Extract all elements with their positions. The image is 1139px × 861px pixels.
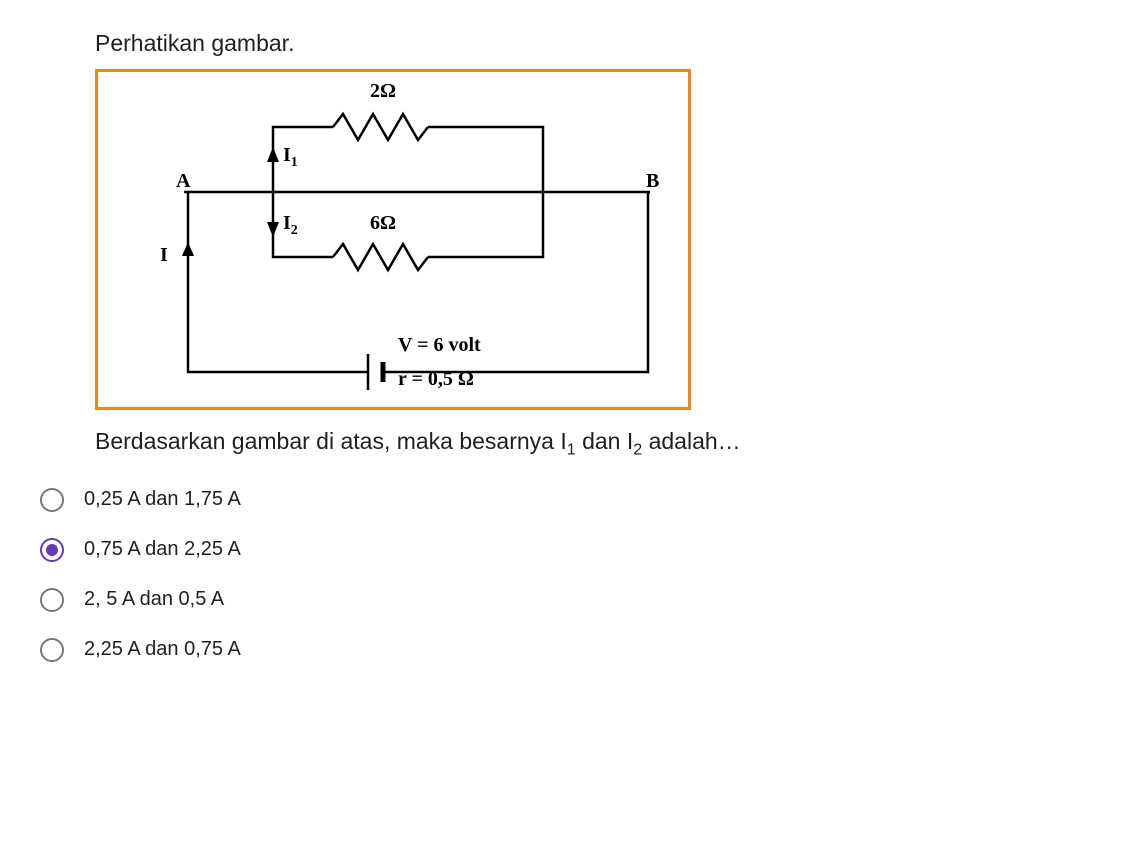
resistor-top-label: 2Ω	[370, 80, 396, 103]
circuit-diagram: 2Ω 6Ω A B I I1 I2 V = 6 volt r = 0,5 Ω	[95, 69, 691, 410]
current-i-label: I	[160, 244, 168, 267]
current-i2-label: I2	[283, 212, 298, 239]
question-text: Berdasarkan gambar di atas, maka besarny…	[95, 428, 1099, 460]
option-label: 2,25 A dan 0,75 A	[84, 638, 241, 661]
radio-button[interactable]	[40, 488, 64, 512]
node-a-label: A	[176, 170, 190, 193]
radio-button[interactable]	[40, 638, 64, 662]
node-b-label: B	[646, 170, 659, 193]
current-i1-label: I1	[283, 144, 298, 171]
radio-button[interactable]	[40, 538, 64, 562]
resistor-bottom-label: 6Ω	[370, 212, 396, 235]
option-label: 2, 5 A dan 0,5 A	[84, 588, 224, 611]
options-group: 0,25 A dan 1,75 A 0,75 A dan 2,25 A 2, 5 A…	[40, 488, 1099, 662]
radio-button[interactable]	[40, 588, 64, 612]
option-row[interactable]: 2,25 A dan 0,75 A	[40, 638, 1099, 662]
voltage-label: V = 6 volt	[398, 334, 481, 357]
option-label: 0,75 A dan 2,25 A	[84, 538, 241, 561]
option-label: 0,25 A dan 1,75 A	[84, 488, 241, 511]
option-row[interactable]: 0,75 A dan 2,25 A	[40, 538, 1099, 562]
option-row[interactable]: 2, 5 A dan 0,5 A	[40, 588, 1099, 612]
internal-resistance-label: r = 0,5 Ω	[398, 368, 474, 391]
circuit-svg	[98, 72, 688, 407]
option-row[interactable]: 0,25 A dan 1,75 A	[40, 488, 1099, 512]
question-prompt: Perhatikan gambar.	[95, 30, 1099, 57]
